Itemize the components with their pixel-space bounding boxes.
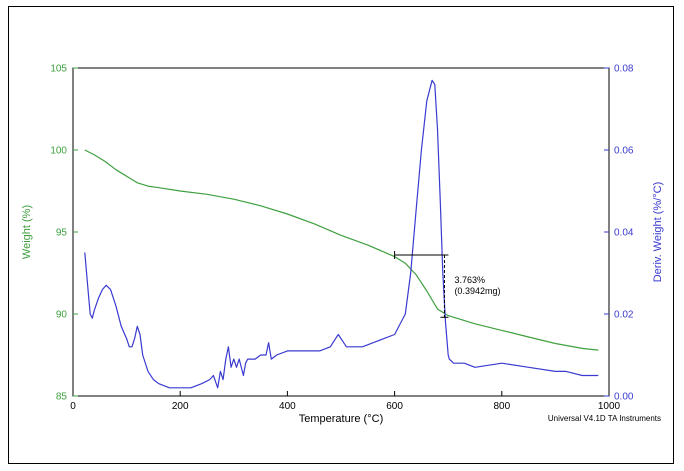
left-tick-label: 100 (50, 146, 67, 157)
step-mass-label: (0.3942mg) (454, 286, 500, 296)
step-percent-label: 3.763% (454, 275, 485, 285)
derivative-curve (84, 79, 599, 389)
x-axis-ticks: 0 200 400 600 800 1000 (70, 391, 621, 412)
instrument-credit: Universal V4.1D TA Instruments (548, 414, 661, 423)
right-axis-ticks: 0.00 0.02 0.04 0.06 0.08 (604, 64, 634, 403)
right-tick-label: 0.00 (614, 392, 634, 403)
curves (84, 79, 599, 389)
left-axis-title: Weight (%) (21, 205, 33, 259)
step-annotation: 3.763%(0.3942mg) (394, 250, 500, 318)
weight-curve (84, 149, 599, 351)
left-axis-ticks: 85 90 95 100 105 (50, 64, 78, 403)
plot-area (72, 67, 610, 397)
right-tick-label: 0.02 (614, 310, 634, 321)
left-tick-label: 105 (50, 64, 67, 75)
left-tick-label: 95 (56, 228, 68, 239)
right-axis-title: Deriv. Weight (%/°C) (652, 182, 664, 283)
left-tick-label: 85 (56, 392, 68, 403)
right-tick-label: 0.06 (614, 146, 634, 157)
x-tick-label: 400 (279, 401, 296, 412)
x-tick-label: 200 (172, 401, 189, 412)
x-tick-label: 800 (493, 401, 510, 412)
right-tick-label: 0.08 (614, 64, 634, 75)
x-axis-title: Temperature (°C) (299, 413, 383, 425)
chart-frame: 0 200 400 600 800 1000 85 90 95 100 105 0.00 0.02 0… (8, 6, 674, 464)
x-tick-label: 0 (70, 401, 76, 412)
x-tick-label: 1000 (598, 401, 621, 412)
right-tick-label: 0.04 (614, 228, 634, 239)
x-tick-label: 600 (386, 401, 403, 412)
left-tick-label: 90 (56, 310, 68, 321)
